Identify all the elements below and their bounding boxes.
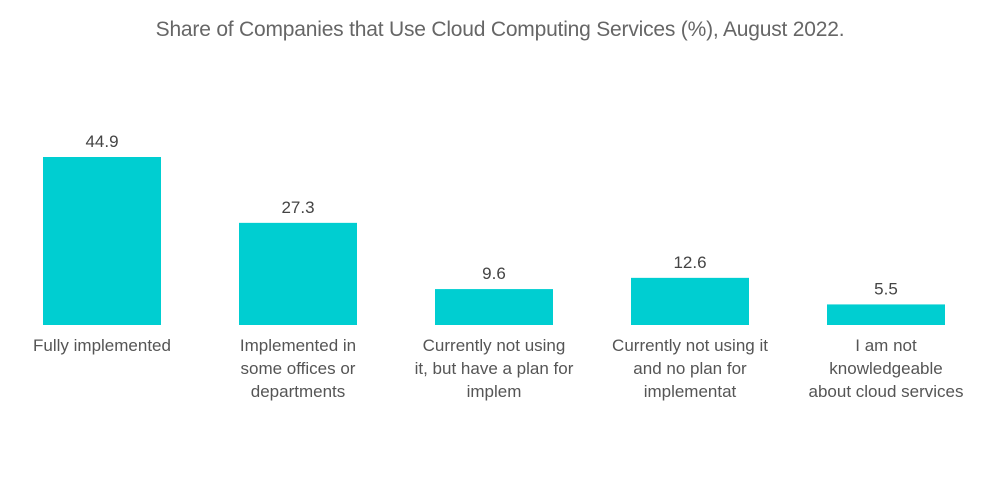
value-label-2: 9.6 — [482, 264, 506, 283]
bar-3 — [631, 277, 749, 325]
category-label-line: some offices or — [240, 359, 356, 378]
category-label-line: and no plan for — [633, 359, 747, 378]
category-label-0: Fully implemented — [4, 334, 200, 357]
bar-4 — [827, 304, 945, 325]
bar-0 — [43, 157, 161, 325]
value-label-0: 44.9 — [85, 132, 118, 151]
category-label-line: knowledgeable — [829, 359, 943, 378]
value-label-4: 5.5 — [874, 279, 898, 298]
category-label-4: I am not knowledgeable about cloud service… — [788, 334, 984, 403]
bar-2 — [435, 289, 553, 325]
category-label-line: Fully implemented — [33, 336, 171, 355]
category-label-line: Implemented in — [239, 336, 357, 355]
category-label-line: I am not — [855, 336, 917, 355]
category-label-line: about cloud services — [808, 382, 964, 401]
value-label-3: 12.6 — [673, 253, 706, 272]
category-label-line: Currently not using it — [612, 336, 768, 355]
category-label-line: implem — [466, 382, 522, 401]
category-label-line: Currently not using — [422, 336, 566, 355]
category-label-line: departments — [250, 382, 346, 401]
bar-1 — [239, 222, 357, 325]
category-label-3: Currently not using it and no plan for imp… — [592, 334, 788, 403]
value-label-1: 27.3 — [281, 198, 314, 217]
category-label-line: implementat — [643, 382, 737, 401]
category-label-line: it, but have a plan for — [414, 359, 574, 378]
chart-title: Share of Companies that Use Cloud Comput… — [155, 18, 845, 41]
category-label-1: Implemented in some offices or departments — [200, 334, 396, 403]
category-label-2: Currently not using it, but have a plan f… — [396, 334, 592, 403]
